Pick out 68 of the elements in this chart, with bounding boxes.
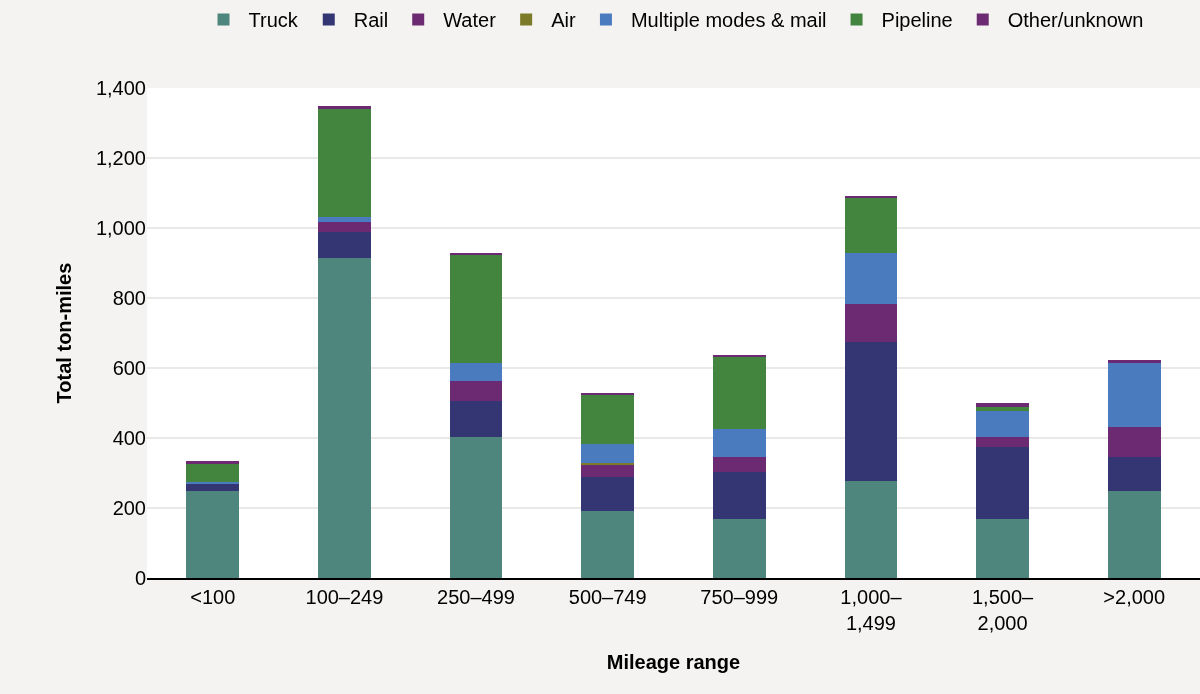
bar xyxy=(581,392,635,395)
bar xyxy=(318,231,371,259)
x-tick-label: 750–999 xyxy=(700,586,779,608)
bar xyxy=(186,481,240,484)
bar xyxy=(976,518,1029,578)
bar xyxy=(844,341,898,481)
legend-label: Air xyxy=(551,9,576,32)
legend-label: Rail xyxy=(353,9,389,32)
bar xyxy=(186,461,240,464)
bar xyxy=(581,464,635,478)
y-tick-label: 800 xyxy=(112,287,146,309)
bar xyxy=(449,362,503,381)
bar xyxy=(581,444,635,464)
legend-label: Pipeline xyxy=(881,9,953,32)
bar xyxy=(976,436,1029,448)
bar xyxy=(1107,457,1161,491)
bar xyxy=(1107,427,1161,458)
bar xyxy=(844,252,898,304)
bar xyxy=(712,354,766,357)
legend-label: Other/unknown xyxy=(1007,9,1144,32)
bar xyxy=(318,258,371,578)
bar xyxy=(581,477,635,512)
x-axis-title: Mileage range xyxy=(606,651,741,673)
bar xyxy=(976,447,1029,519)
bar xyxy=(1107,359,1161,363)
y-tick-label: 1,400 xyxy=(95,77,146,99)
legend-label: Multiple modes & mail xyxy=(630,9,827,32)
bar xyxy=(712,472,766,519)
x-tick-label: 100–249 xyxy=(305,586,384,608)
y-tick-label: 1,200 xyxy=(95,147,146,169)
bar xyxy=(581,394,635,445)
bar xyxy=(318,222,371,232)
bar xyxy=(449,380,503,401)
bar xyxy=(844,480,898,578)
bar xyxy=(1107,490,1161,578)
bar xyxy=(1107,362,1161,428)
bar xyxy=(712,429,766,458)
x-tick-label: 500–749 xyxy=(568,586,647,608)
y-tick-label: 200 xyxy=(112,497,146,519)
bar xyxy=(581,511,635,578)
bar xyxy=(712,356,766,430)
x-tick-label: <100 xyxy=(190,586,236,608)
y-tick-label: 0 xyxy=(134,567,146,589)
bar xyxy=(844,197,898,253)
y-tick-label: 1,000 xyxy=(95,217,146,239)
y-tick-label: 400 xyxy=(112,427,146,449)
x-tick-label: 1,000– 1,499 xyxy=(840,586,903,634)
x-tick-label: >2,000 xyxy=(1103,586,1166,608)
bar xyxy=(976,411,1029,437)
bar xyxy=(976,403,1029,407)
bar xyxy=(186,490,240,578)
bar xyxy=(318,216,371,223)
bar xyxy=(449,400,503,438)
bar xyxy=(449,437,503,578)
legend-label: Truck xyxy=(248,9,299,32)
legend-label: Water xyxy=(443,9,497,32)
bar xyxy=(712,457,766,473)
bar xyxy=(318,109,371,217)
y-tick-label: 600 xyxy=(112,357,146,379)
bar xyxy=(844,303,898,342)
x-tick-label: 1,500– 2,000 xyxy=(971,586,1035,634)
y-axis-title: Total ton-miles xyxy=(53,262,76,404)
bar xyxy=(186,483,240,491)
bar xyxy=(449,254,503,363)
x-tick-label: 250–499 xyxy=(437,586,515,608)
bar xyxy=(712,518,766,578)
bar xyxy=(186,463,240,482)
bar xyxy=(976,406,1029,412)
